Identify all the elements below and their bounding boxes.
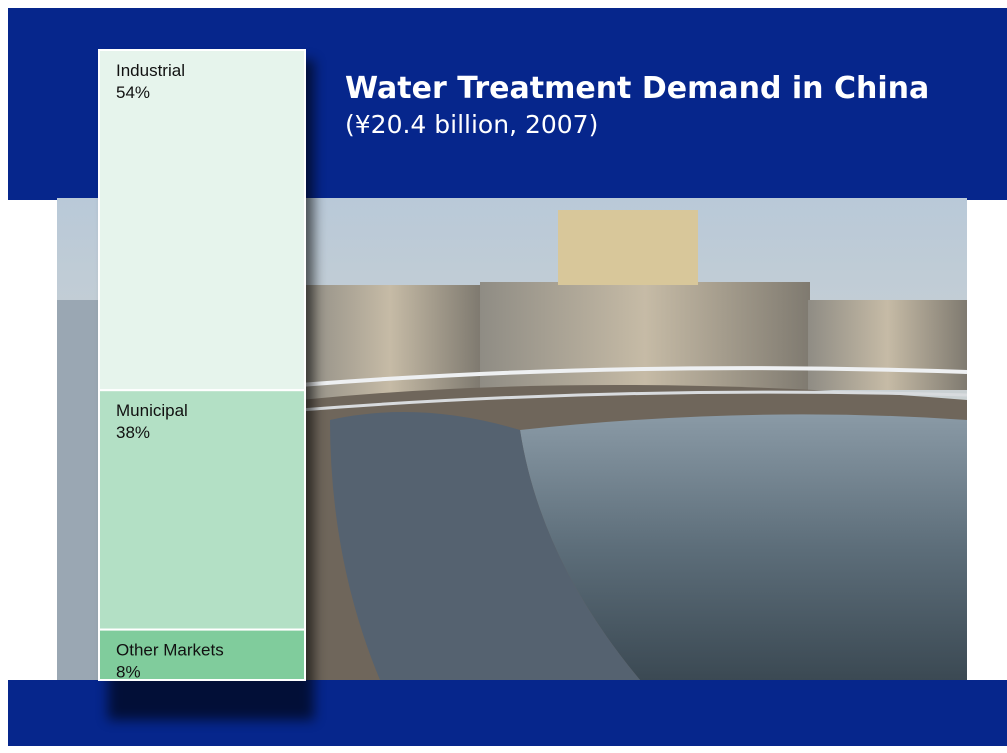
stacked-column: Industrial 54% Municipal 38% Other Markets 8% <box>99 50 305 682</box>
segment-name: Municipal <box>116 401 188 420</box>
segment-value: 8% <box>116 663 141 682</box>
chart: Water Treatment Demand in China (¥20.4 b… <box>0 0 1007 753</box>
segment-value: 38% <box>116 423 150 442</box>
segment-name: Other Markets <box>116 641 224 660</box>
segment-value: 54% <box>116 83 150 102</box>
segment-name: Industrial <box>116 61 185 80</box>
chart-subtitle: (¥20.4 billion, 2007) <box>345 110 598 139</box>
chart-title: Water Treatment Demand in China <box>345 71 929 106</box>
